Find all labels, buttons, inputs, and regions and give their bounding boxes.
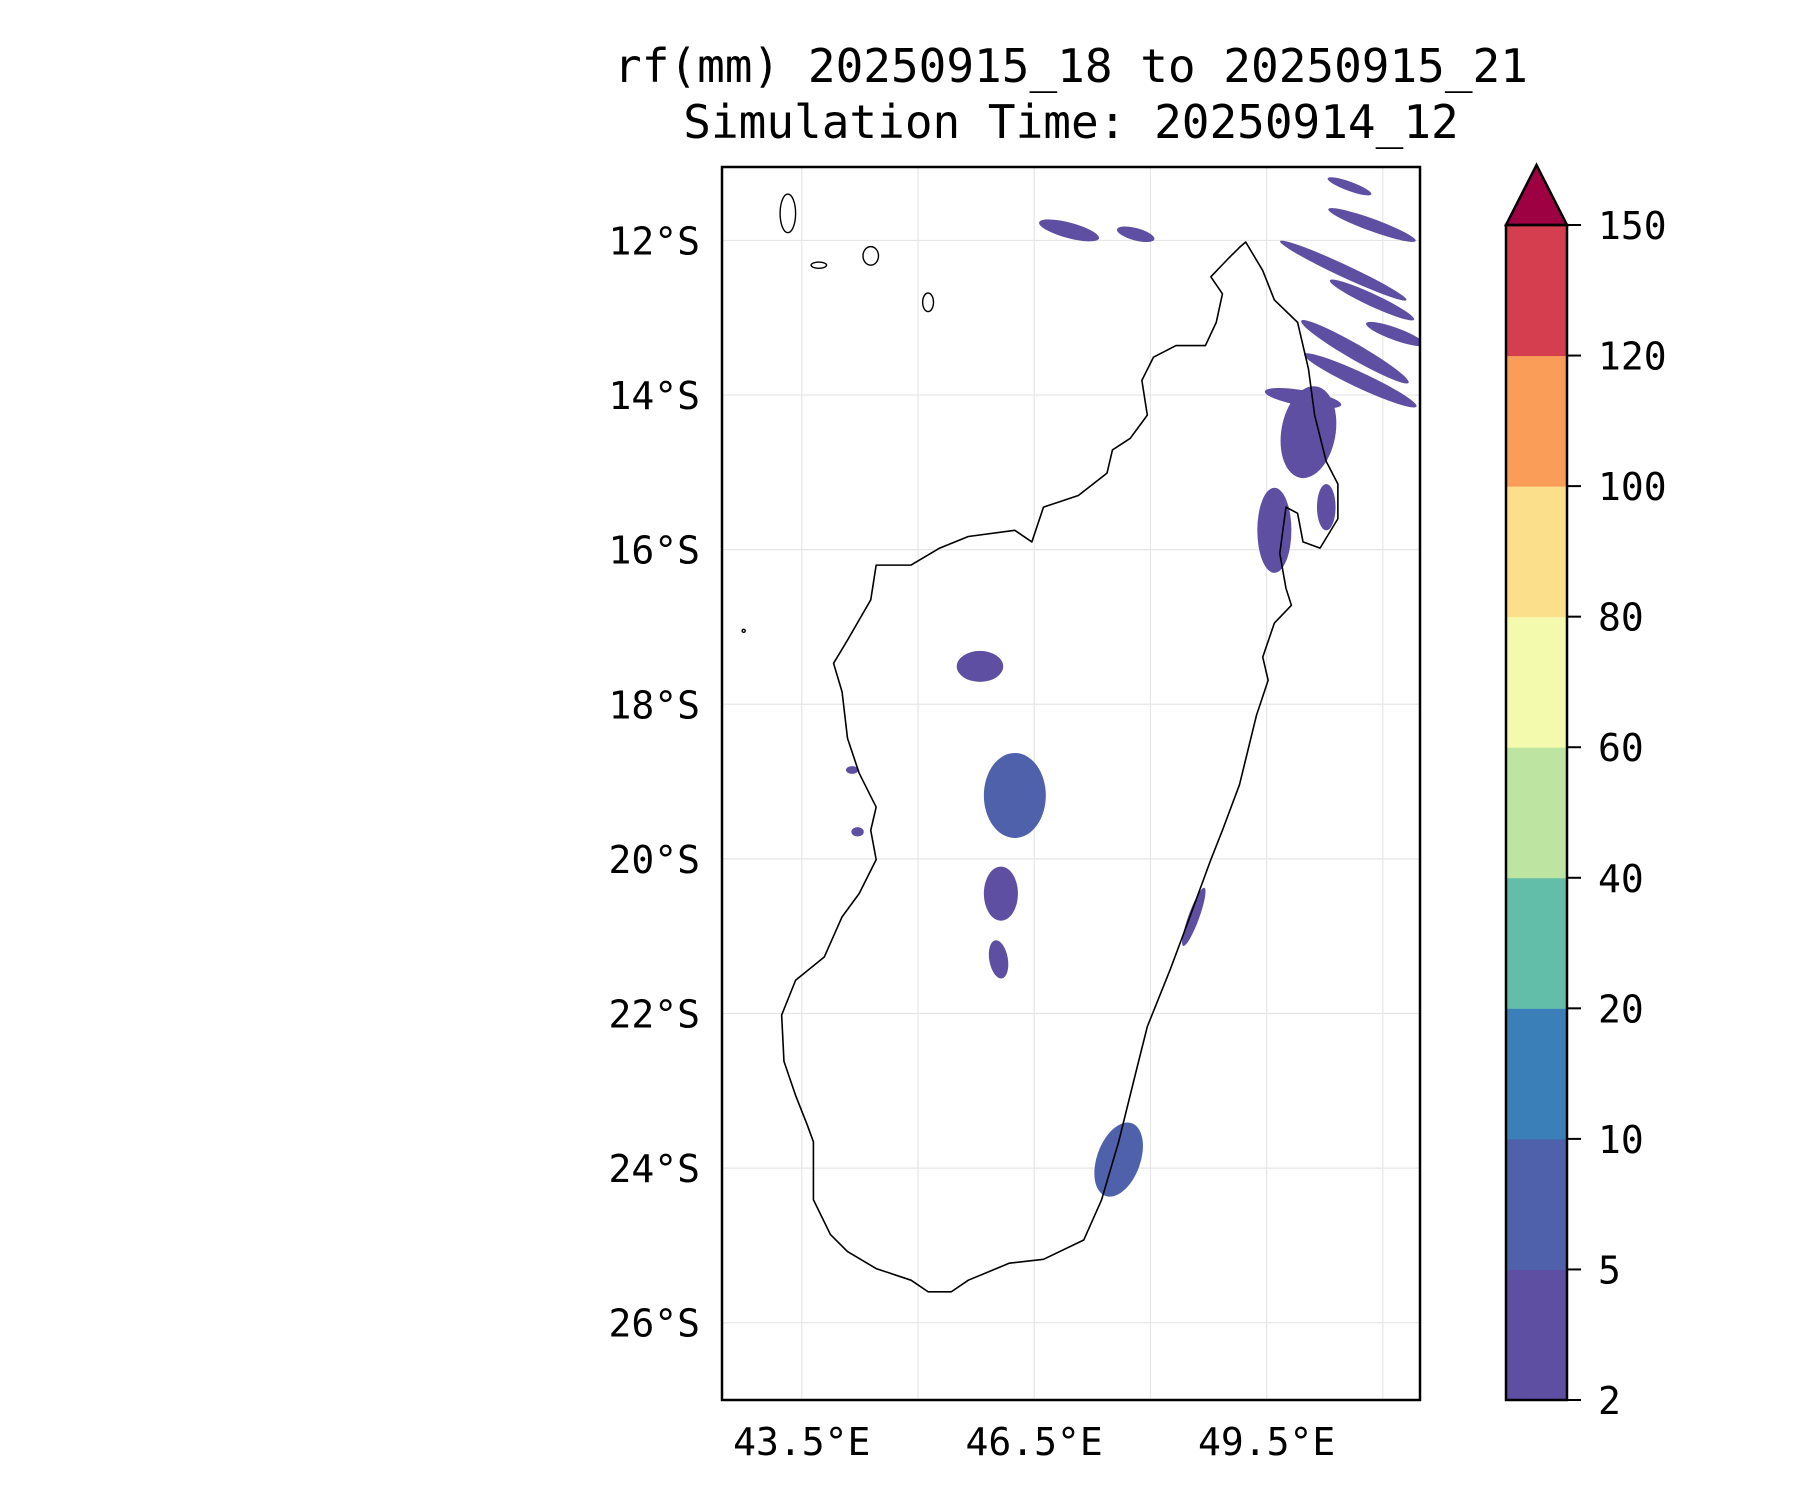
chart-title: rf(mm) 20250915_18 to 20250915_21 <box>614 39 1528 93</box>
chart-subtitle: Simulation Time: 20250914_12 <box>683 95 1458 149</box>
colorbar-segment <box>1506 1008 1567 1140</box>
colorbar: 2 5 10 20 40 60 80 100 120 150 <box>1503 162 1667 1423</box>
rain-cell <box>1182 887 1206 946</box>
rain-cell <box>1327 177 1372 196</box>
colorbar-tick-label: 10 <box>1598 1118 1644 1162</box>
rain-cell <box>983 866 1018 921</box>
y-tick-label: 18°S <box>608 683 700 727</box>
colorbar-segment <box>1506 225 1567 357</box>
colorbar-segment <box>1506 1269 1567 1401</box>
rain-cell <box>956 650 1004 682</box>
rain-cell <box>1116 226 1155 243</box>
rain-cell <box>845 766 859 774</box>
y-tick-label: 22°S <box>608 992 700 1036</box>
colorbar-segment <box>1506 1138 1567 1270</box>
colorbar-tick-label: 60 <box>1598 726 1644 770</box>
gridlines <box>722 167 1420 1400</box>
island-outline <box>921 292 935 313</box>
rain-cell <box>1329 279 1415 321</box>
colorbar-tick-label: 2 <box>1598 1379 1621 1423</box>
rain-cell <box>1094 1122 1143 1197</box>
colorbar-frame <box>1504 223 1569 1402</box>
y-axis-ticks: 12°S 14°S 16°S 18°S 20°S 22°S 24°S 26°S <box>608 219 700 1345</box>
island-outline <box>810 261 828 269</box>
y-tick-label: 14°S <box>608 374 700 418</box>
rain-cell <box>983 752 1046 838</box>
island-outline <box>862 245 880 266</box>
rain-cell <box>1328 208 1416 242</box>
rain-cell <box>1301 320 1409 384</box>
y-tick-label: 12°S <box>608 219 700 263</box>
x-tick-label: 46.5°E <box>966 1420 1103 1464</box>
colorbar-tick-label: 40 <box>1598 857 1644 901</box>
y-tick-label: 20°S <box>608 838 700 882</box>
rain-cell <box>851 827 864 837</box>
madagascar-coastline <box>780 241 1339 1293</box>
y-tick-label: 16°S <box>608 529 700 573</box>
colorbar-tick-label: 120 <box>1598 335 1667 379</box>
y-tick-label: 26°S <box>608 1302 700 1346</box>
map-frame <box>720 165 1422 1402</box>
colorbar-tick-label: 150 <box>1598 204 1667 248</box>
rain-cell <box>1264 387 1342 409</box>
rain-cell <box>1316 483 1336 531</box>
rain-cell <box>1039 219 1100 242</box>
rain-cell <box>1280 386 1337 479</box>
x-tick-label: 49.5°E <box>1198 1420 1335 1464</box>
colorbar-tick-label: 100 <box>1598 465 1667 509</box>
colorbar-tick-label: 5 <box>1598 1248 1621 1292</box>
rain-cell <box>1257 487 1292 573</box>
colorbar-tick-label: 80 <box>1598 596 1644 640</box>
x-axis-ticks: 43.5°E 46.5°E 49.5°E <box>733 1420 1335 1464</box>
rain-cell <box>1304 353 1417 408</box>
x-tick-label: 43.5°E <box>733 1420 870 1464</box>
colorbar-extend-arrow <box>1503 162 1570 227</box>
colorbar-segment <box>1506 486 1567 618</box>
colorbar-segment <box>1506 877 1567 1009</box>
island-outline <box>741 628 746 634</box>
colorbar-tick-label: 20 <box>1598 987 1644 1031</box>
colorbar-segment <box>1506 747 1567 879</box>
island-outline <box>779 193 797 234</box>
y-tick-label: 24°S <box>608 1147 700 1191</box>
rain-cell <box>1280 240 1407 301</box>
colorbar-segment <box>1506 616 1567 748</box>
colorbar-segment <box>1506 355 1567 487</box>
rain-cell <box>988 940 1009 979</box>
coastline <box>741 193 1339 1293</box>
rainfall-field <box>845 177 1420 1197</box>
rain-cell <box>1366 321 1420 347</box>
